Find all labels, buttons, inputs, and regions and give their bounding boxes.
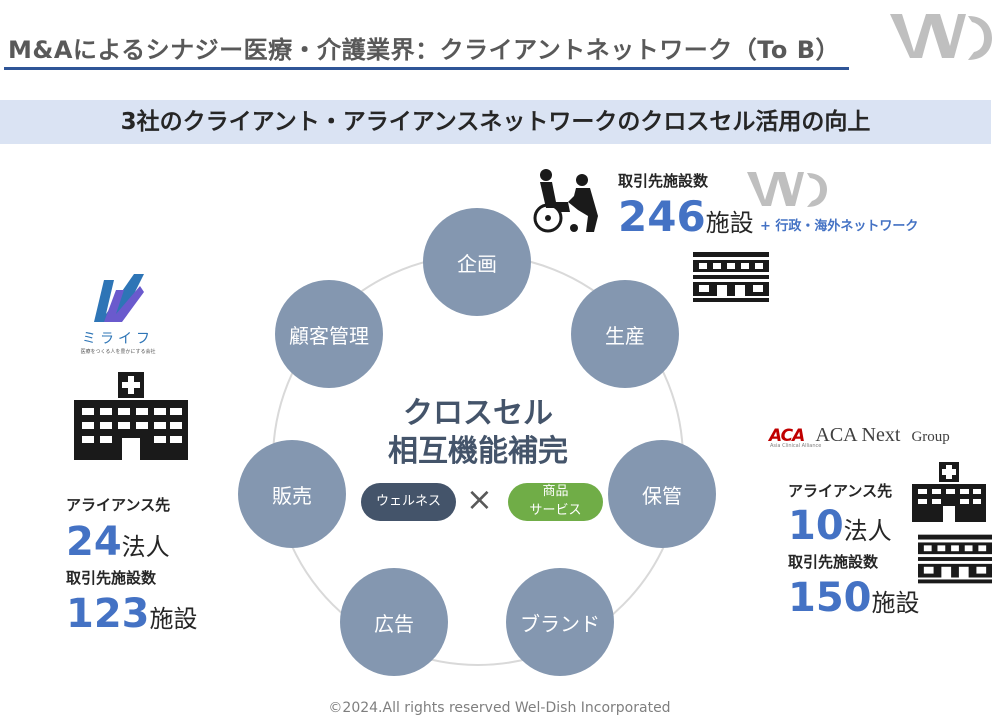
wd-facility-unit: 施設 bbox=[705, 209, 754, 237]
milife-facility-unit: 施設 bbox=[149, 605, 198, 633]
aca-alliance-number: 10法人 bbox=[788, 506, 892, 546]
aca-logo: ACA ACA Next Group bbox=[769, 424, 950, 447]
cycle-node-brand: ブランド bbox=[506, 568, 614, 676]
cycle-node-production: 生産 bbox=[571, 280, 679, 388]
aca-facility-number: 150施設 bbox=[788, 578, 920, 618]
milife-alliance-label: アライアンス先 bbox=[66, 496, 171, 514]
aca-subtitle: Asia Clinical Alliance bbox=[770, 443, 822, 449]
milife-alliance-count: 24 bbox=[66, 519, 122, 565]
cross-sign: × bbox=[466, 480, 493, 518]
aca-alliance-count: 10 bbox=[788, 503, 844, 549]
milife-alliance-number: 24法人 bbox=[66, 522, 170, 562]
aca-facility-label: 取引先施設数 bbox=[788, 553, 879, 571]
aca-alliance-label: アライアンス先 bbox=[788, 482, 893, 500]
aca-group: Group bbox=[911, 429, 950, 445]
wheelchair-care-icon bbox=[533, 169, 598, 233]
hospital-icon bbox=[74, 372, 188, 460]
milife-facility-number: 123施設 bbox=[66, 594, 198, 634]
cycle-node-storage: 保管 bbox=[608, 440, 716, 548]
wd-small-logo-icon bbox=[747, 172, 827, 207]
aca-facility-count: 150 bbox=[788, 575, 872, 621]
milife-logo-icon bbox=[94, 274, 144, 322]
copyright-footer: ©2024.All rights reserved Wel-Dish Incor… bbox=[328, 700, 671, 716]
milife-facility-count: 123 bbox=[66, 591, 150, 637]
milife-facility-label: 取引先施設数 bbox=[66, 569, 157, 587]
product-label: 商品 bbox=[542, 484, 569, 500]
wd-facility-count: 246 bbox=[618, 192, 706, 241]
service-label: サービス bbox=[529, 503, 582, 518]
page-title: M&Aによるシナジー医療・介護業界：クライアントネットワーク（To B） bbox=[8, 36, 841, 64]
aca-facility-unit: 施設 bbox=[871, 589, 920, 617]
facility-building-icon bbox=[693, 252, 769, 302]
product-service-pill: 商品 サービス bbox=[508, 483, 603, 521]
center-title-line1: クロスセル bbox=[403, 396, 553, 431]
banner-text: 3社のクライアント・アライアンスネットワークのクロスセル活用の向上 bbox=[120, 109, 871, 135]
milife-brand-name: ミライフ bbox=[82, 331, 154, 347]
wd-facility-label: 取引先施設数 bbox=[618, 172, 709, 190]
cycle-node-advertising: 広告 bbox=[340, 568, 448, 676]
aca-brand-name: ACA Next bbox=[815, 424, 901, 446]
aca-alliance-unit: 法人 bbox=[843, 517, 892, 545]
hospital-small-icon bbox=[912, 462, 986, 522]
title-underline bbox=[4, 67, 849, 70]
milife-alliance-unit: 法人 bbox=[121, 533, 170, 561]
wellness-pill: ウェルネス bbox=[361, 483, 456, 521]
cycle-node-planning: 企画 bbox=[423, 208, 531, 316]
aca-mark: ACA bbox=[769, 426, 805, 446]
facility-building-small-icon bbox=[918, 534, 992, 584]
wd-facility-number: 246施設 bbox=[618, 196, 754, 238]
wd-network-note: + 行政・海外ネットワーク bbox=[760, 219, 919, 234]
cycle-node-crm: 顧客管理 bbox=[275, 280, 383, 388]
cycle-node-sales: 販売 bbox=[238, 440, 346, 548]
milife-tagline: 医療をつくる人を豊かにする会社 bbox=[80, 349, 156, 355]
center-title-line2: 相互機能補完 bbox=[388, 434, 568, 469]
wd-logo-icon bbox=[890, 14, 992, 60]
subtitle-banner bbox=[0, 100, 991, 144]
